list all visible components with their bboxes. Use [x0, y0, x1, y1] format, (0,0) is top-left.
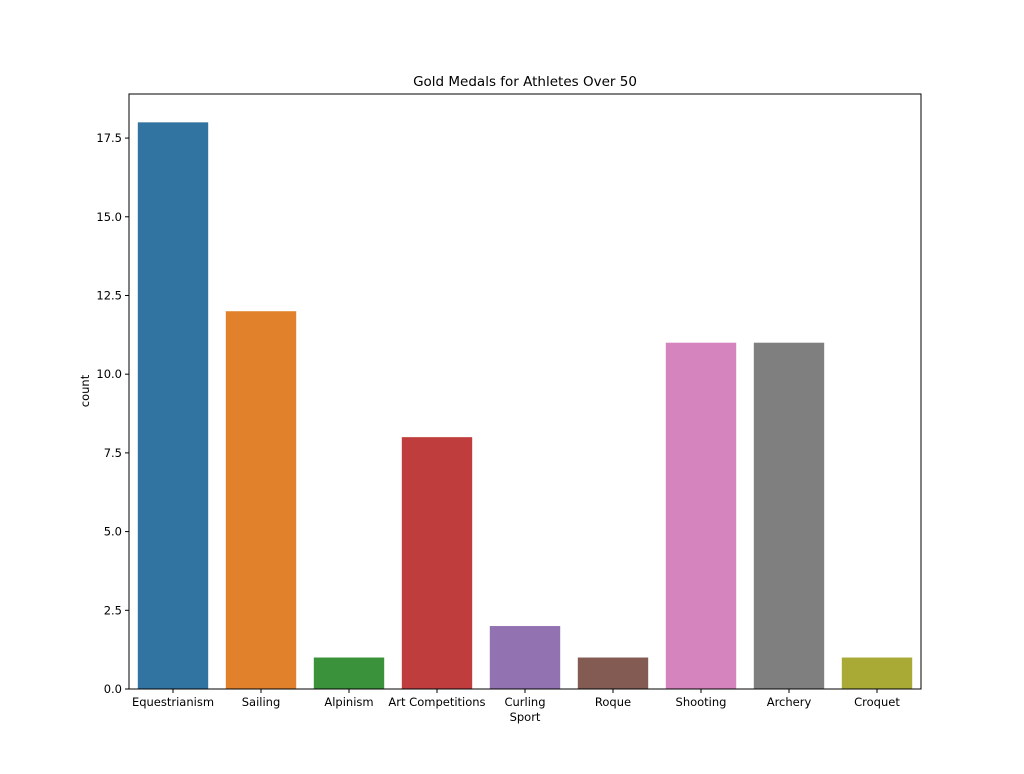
y-tick-label: 7.5 [104, 446, 122, 460]
bar-art-competitions [401, 437, 473, 689]
y-tick-label: 0.0 [104, 682, 122, 696]
x-tick-label: Shooting [676, 695, 727, 709]
bar-roque [577, 657, 649, 689]
bar-curling [489, 626, 561, 689]
bars-group [137, 122, 913, 690]
bar-croquet [841, 657, 913, 689]
y-axis-ticks: 0.0 2.5 5.0 7.5 10.0 12.5 15.0 17.5 [96, 131, 129, 696]
y-tick-label: 2.5 [104, 603, 122, 617]
chart-title: Gold Medals for Athletes Over 50 [413, 74, 637, 90]
y-tick-label: 15.0 [96, 210, 122, 224]
x-axis-label: Sport [510, 710, 541, 724]
x-tick-label: Roque [595, 695, 631, 709]
bar-shooting [665, 342, 737, 689]
y-tick-label: 17.5 [96, 131, 122, 145]
x-tick-label: Art Competitions [388, 695, 485, 709]
bar-alpinism [313, 657, 385, 689]
x-tick-label: Equestrianism [132, 695, 214, 709]
y-tick-label: 10.0 [96, 367, 122, 381]
bar-sailing [225, 311, 297, 689]
x-tick-label: Croquet [854, 695, 900, 709]
y-tick-label: 5.0 [104, 525, 122, 539]
y-tick-label: 12.5 [96, 288, 122, 302]
plot-frame [128, 93, 922, 690]
x-axis-ticks: Equestrianism Sailing Alpinism Art Competit… [132, 689, 900, 709]
bar-equestrianism [137, 122, 209, 690]
y-axis-label: count [78, 374, 92, 407]
x-tick-label: Alpinism [324, 695, 373, 709]
bar-archery [753, 342, 825, 689]
x-tick-label: Archery [767, 695, 812, 709]
x-tick-label: Curling [504, 695, 545, 709]
x-tick-label: Sailing [242, 695, 281, 709]
